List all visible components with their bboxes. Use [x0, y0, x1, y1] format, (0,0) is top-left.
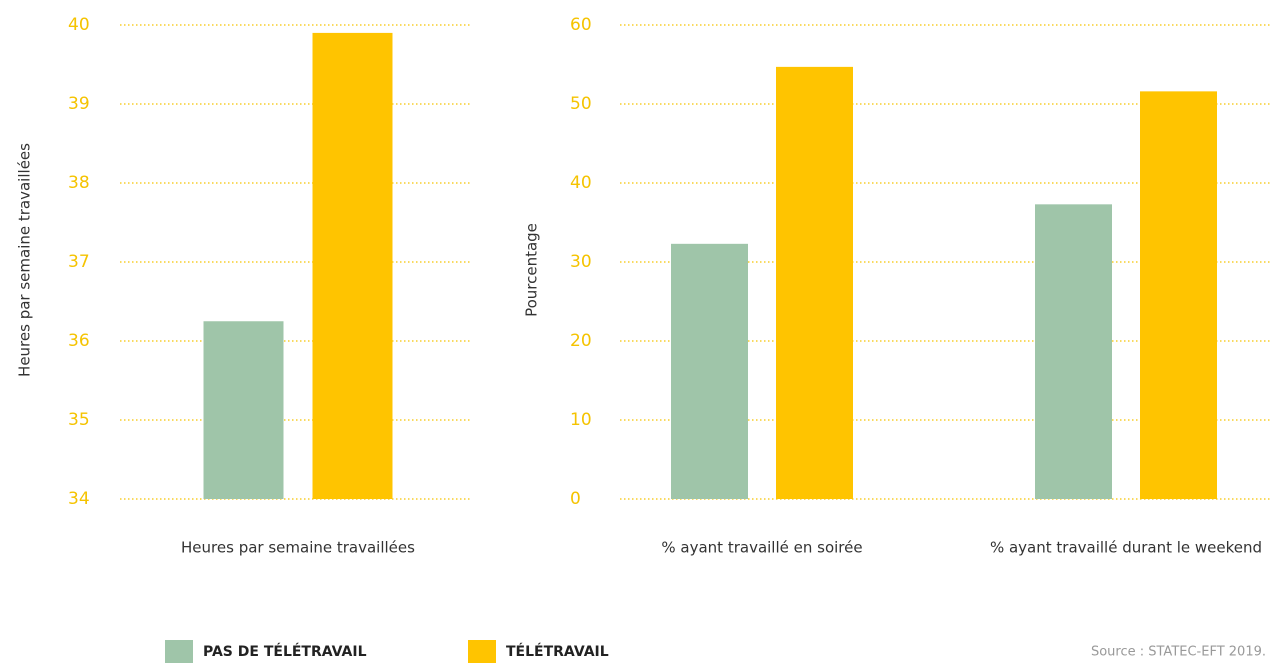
y-tick-label: 0 — [570, 489, 581, 509]
x-tick-label: % ayant travaillé durant le weekend — [990, 539, 1262, 557]
y-tick-label: 38 — [68, 173, 90, 193]
y-tick-label: 40 — [570, 173, 592, 193]
y-tick-label: 30 — [570, 252, 592, 272]
x-tick-label: Heures par semaine travaillées — [181, 539, 415, 557]
y-tick-label: 10 — [570, 410, 592, 430]
bar — [312, 32, 393, 500]
y-axis-label: Pourcentage — [523, 223, 541, 317]
y-axis-label: Heures par semaine travaillées — [16, 143, 34, 377]
bar — [671, 243, 748, 499]
legend-label: PAS DE TÉLÉTRAVAIL — [203, 643, 367, 660]
x-tick-label: % ayant travaillé en soirée — [661, 539, 862, 557]
bar — [1140, 91, 1217, 500]
y-tick-label: 39 — [68, 94, 90, 114]
y-tick-label: 35 — [68, 410, 90, 430]
y-tick-label: 36 — [68, 331, 90, 351]
bar — [203, 321, 284, 499]
y-tick-label: 50 — [570, 94, 592, 114]
legend-label: TÉLÉTRAVAIL — [506, 643, 609, 660]
y-tick-label: 60 — [570, 15, 592, 35]
y-tick-label: 20 — [570, 331, 592, 351]
bar — [1035, 204, 1112, 499]
bar — [776, 66, 853, 500]
y-tick-label: 40 — [68, 15, 90, 35]
legend-swatch — [165, 640, 193, 663]
y-tick-label: 37 — [68, 252, 90, 272]
legend-swatch — [468, 640, 496, 663]
y-tick-label: 34 — [68, 489, 90, 509]
source: Source : STATEC-EFT 2019. — [1091, 645, 1266, 660]
